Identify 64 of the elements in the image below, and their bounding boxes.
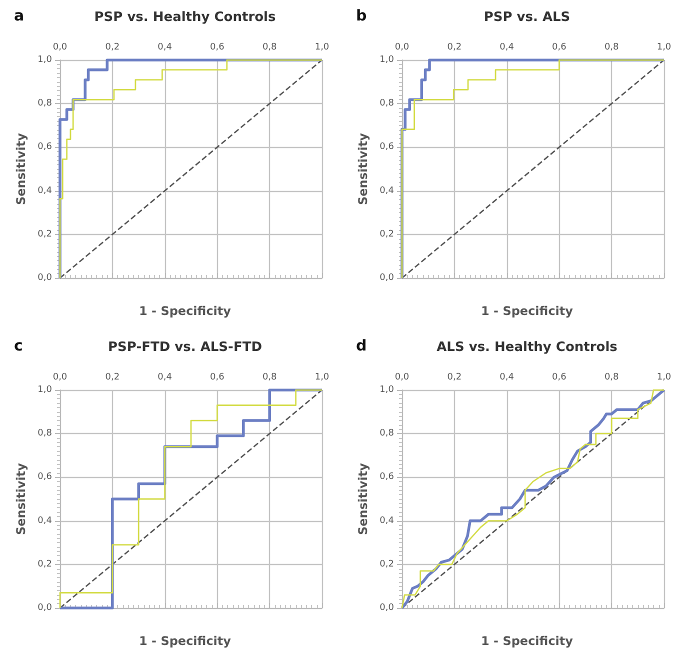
y-tick-label: 0,4 [38,516,52,526]
y-tick-label: 0,4 [380,186,394,196]
y-tick-label: 0,2 [380,229,394,240]
x-tick-label: 1,0 [656,42,672,52]
text: a [14,6,24,24]
x-tick-label: 0,6 [552,372,567,382]
y-tick-label: 0,2 [380,559,394,570]
y-tick-label: 0,8 [380,98,394,109]
x-tick-label: 0,8 [262,42,278,52]
x-axis-title: 1 - Specificity [481,304,574,318]
y-tick-label: 0,6 [380,142,394,152]
chart-title: ALS vs. Healthy Controls [436,340,618,355]
x-tick-label: 0,0 [52,42,68,52]
x-tick-label: 0,0 [394,42,410,52]
y-tick-label: 1,0 [38,55,52,65]
text: c [14,336,23,354]
chart-title: PSP vs. ALS [484,10,570,25]
y-tick-label: 0,6 [380,472,394,482]
x-tick-label: 0,4 [158,372,172,382]
x-tick-label: 0,6 [552,42,567,52]
x-tick-label: 0,2 [447,372,462,382]
y-tick-label: 0,0 [380,273,394,283]
y-tick-label: 0,4 [38,186,52,196]
y-tick-label: 0,4 [380,516,394,526]
y-axis-title: Sensitivity [14,462,28,535]
x-tick-label: 0,2 [105,372,120,382]
y-axis-title: Sensitivity [14,132,28,205]
y-axis-title: Sensitivity [356,132,370,205]
x-tick-label: 0,2 [447,42,462,52]
x-tick-label: 0,8 [604,42,620,52]
y-axis-title: Sensitivity [356,462,370,535]
y-tick-label: 1,0 [38,385,52,395]
y-tick-label: 0,8 [38,98,52,109]
x-tick-label: 0,8 [604,372,620,382]
x-tick-label: 1,0 [656,372,672,382]
x-tick-label: 0,6 [210,42,225,52]
x-axis-title: 1 - Specificity [139,634,232,648]
y-tick-label: 0,2 [38,229,52,240]
x-tick-label: 0,4 [500,42,514,52]
y-tick-label: 0,8 [380,428,394,439]
x-tick-label: 0,0 [52,372,68,382]
y-tick-label: 0,2 [38,559,52,570]
x-axis-title: 1 - Specificity [481,634,574,648]
y-tick-label: 0,0 [380,603,394,613]
y-tick-label: 1,0 [380,385,394,395]
chart-title: PSP-FTD vs. ALS-FTD [108,340,262,355]
y-tick-label: 0,6 [38,142,52,152]
text: b [356,6,367,24]
y-tick-label: 0,0 [38,603,52,613]
x-tick-label: 0,0 [394,372,410,382]
chart-title: PSP vs. Healthy Controls [94,10,276,25]
x-tick-label: 0,4 [500,372,514,382]
x-tick-label: 0,2 [105,42,120,52]
y-tick-label: 0,8 [38,428,52,439]
y-tick-label: 0,0 [38,273,52,283]
y-tick-label: 0,6 [38,472,52,482]
x-tick-label: 0,8 [262,372,278,382]
x-tick-label: 1,0 [314,372,330,382]
text: d [356,336,367,354]
y-tick-label: 1,0 [380,55,394,65]
x-tick-label: 0,6 [210,372,225,382]
x-tick-label: 0,4 [158,42,172,52]
x-axis-title: 1 - Specificity [139,304,232,318]
x-tick-label: 1,0 [314,42,330,52]
